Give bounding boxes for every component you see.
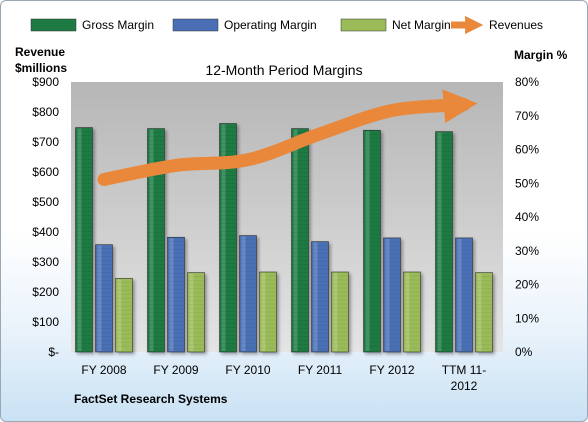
left-tick-label: $900 xyxy=(32,75,59,89)
right-axis: 0% 10% 20% 30% 40% 50% 60% 70% 80% xyxy=(515,75,539,359)
legend-item-revenues: Revenues xyxy=(451,15,543,35)
bar-operating-margin xyxy=(383,237,401,353)
bar-gross-margin xyxy=(363,129,381,353)
right-tick-label: 0% xyxy=(515,345,533,359)
left-tick-label: $300 xyxy=(32,255,59,269)
left-tick-label: $800 xyxy=(32,105,59,119)
legend: Gross Margin Operating Margin Net Margin Re… xyxy=(30,15,543,35)
legend-swatch xyxy=(30,18,77,32)
right-tick-label: 40% xyxy=(515,210,539,224)
x-tick-label: FY 2012 xyxy=(369,363,414,377)
bar-gross-margin xyxy=(291,128,309,353)
right-tick-label: 80% xyxy=(515,75,539,89)
bar-series xyxy=(75,123,493,353)
revenue-line-path xyxy=(97,89,478,186)
bar-net-margin xyxy=(115,278,133,353)
bar-operating-margin xyxy=(239,235,257,353)
legend-swatch xyxy=(340,18,387,32)
left-tick-label: $700 xyxy=(32,135,59,149)
bar-gross-margin xyxy=(75,127,93,353)
x-tick-label: FY 2010 xyxy=(225,363,270,377)
left-tick-label: $- xyxy=(48,345,59,359)
right-axis-title: Margin % xyxy=(514,48,568,62)
bar-net-margin xyxy=(331,271,349,353)
x-axis-labels: FY 2008 FY 2009 FY 2010 FY 2011 FY 2012 TTM 1… xyxy=(81,363,486,393)
right-tick-label: 20% xyxy=(515,278,539,292)
bar-net-margin xyxy=(475,272,493,353)
plot-area xyxy=(71,82,503,352)
left-axis-title-line2: $millions xyxy=(15,61,67,75)
left-tick-label: $500 xyxy=(32,195,59,209)
bar-operating-margin xyxy=(95,244,113,353)
right-tick-label: 70% xyxy=(515,109,539,123)
legend-label: Operating Margin xyxy=(224,18,317,32)
left-axis-title-line1: Revenue xyxy=(15,45,65,59)
x-tick-label: FY 2008 xyxy=(81,363,126,377)
company-name: FactSet Research Systems xyxy=(74,392,228,406)
bar-gross-margin xyxy=(435,131,453,353)
left-tick-label: $400 xyxy=(32,225,59,239)
x-tick-label: 2012 xyxy=(451,379,478,393)
bar-net-margin xyxy=(259,271,277,353)
left-tick-label: $600 xyxy=(32,165,59,179)
left-axis: $- $100 $200 $300 $400 $500 $600 $700 $800 $900 xyxy=(32,75,59,359)
bar-gross-margin xyxy=(219,123,237,353)
right-tick-label: 30% xyxy=(515,244,539,258)
bar-net-margin xyxy=(187,272,205,353)
x-tick-label: FY 2009 xyxy=(153,363,198,377)
revenue-line xyxy=(97,89,478,186)
legend-item-operating-margin: Operating Margin xyxy=(172,18,317,32)
bar-operating-margin xyxy=(455,237,473,353)
legend-swatch xyxy=(172,18,219,32)
left-tick-label: $100 xyxy=(32,315,59,329)
x-tick-label: TTM 11- xyxy=(442,363,486,377)
bar-operating-margin xyxy=(311,241,329,353)
chart-title: 12-Month Period Margins xyxy=(205,62,362,78)
legend-label: Net Margin xyxy=(392,18,451,32)
x-tick-label: FY 2011 xyxy=(298,363,343,377)
right-tick-label: 50% xyxy=(515,176,539,190)
legend-item-gross-margin: Gross Margin xyxy=(30,18,154,32)
legend-item-net-margin: Net Margin xyxy=(340,18,451,32)
legend-label: Gross Margin xyxy=(82,18,154,32)
left-tick-label: $200 xyxy=(32,285,59,299)
bar-net-margin xyxy=(403,271,421,353)
bar-gross-margin xyxy=(147,128,165,353)
right-tick-label: 60% xyxy=(515,143,539,157)
legend-label: Revenues xyxy=(489,18,543,32)
bar-operating-margin xyxy=(167,236,185,353)
right-tick-label: 10% xyxy=(515,311,539,325)
